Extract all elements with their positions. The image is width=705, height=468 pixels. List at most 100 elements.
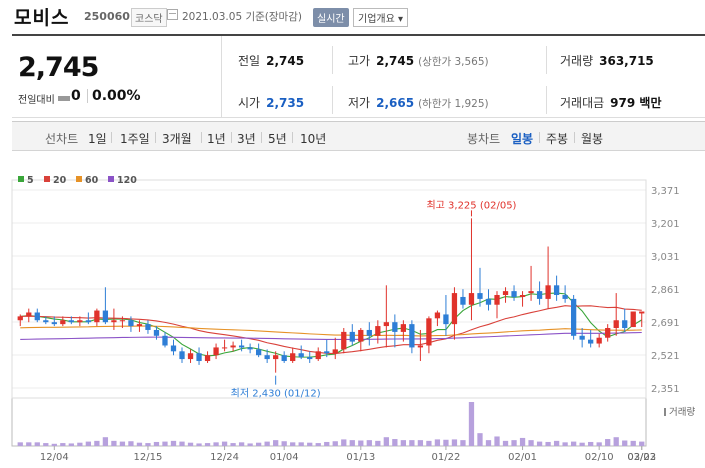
candle-body bbox=[247, 347, 253, 350]
high-annotation: 최고 3,225 (02/05) bbox=[426, 199, 516, 211]
volume-bar bbox=[273, 440, 279, 446]
candle-body bbox=[477, 293, 483, 299]
company-overview-dropdown[interactable]: 기업개요 ▾ bbox=[353, 8, 408, 27]
stock-code: 250060 bbox=[84, 10, 130, 23]
candle-body bbox=[460, 296, 466, 305]
candle-body bbox=[605, 328, 611, 338]
volume-bar bbox=[145, 443, 151, 446]
volume-bar bbox=[298, 442, 304, 446]
candle-body bbox=[400, 324, 407, 332]
candle-body bbox=[468, 293, 475, 305]
y-tick-label: 2,691 bbox=[651, 318, 680, 329]
volume-bar bbox=[579, 442, 585, 446]
prev-close-value: 2,745 bbox=[266, 54, 305, 68]
candle-body bbox=[630, 311, 636, 328]
volume-bar bbox=[307, 442, 313, 446]
volume-bar bbox=[426, 440, 432, 446]
candle-body bbox=[162, 335, 168, 346]
volume-bar bbox=[315, 443, 321, 446]
candle-body bbox=[255, 349, 262, 356]
candle-body bbox=[221, 347, 228, 349]
volume-bar bbox=[196, 443, 202, 446]
candle-body bbox=[417, 345, 424, 348]
tab-1day[interactable]: 1일 bbox=[88, 132, 107, 146]
x-tick-label: 01/22 bbox=[432, 452, 461, 463]
volume-bar bbox=[102, 437, 109, 446]
volume-bar bbox=[409, 440, 415, 446]
volume-bar bbox=[170, 440, 177, 446]
legend-swatch bbox=[44, 176, 50, 182]
open-value: 2,735 bbox=[266, 96, 305, 110]
realtime-button[interactable]: 실시간 bbox=[313, 8, 349, 27]
low-annotation: 최저 2,430 (01/12) bbox=[231, 388, 321, 400]
volume-bar bbox=[221, 441, 228, 446]
candle-body bbox=[119, 320, 126, 322]
change-percent: 0.00% bbox=[92, 88, 141, 104]
volume-value: 363,715 bbox=[599, 54, 654, 68]
tab-5years[interactable]: 5년 bbox=[268, 132, 287, 146]
tab-daily[interactable]: 일봉 bbox=[511, 132, 534, 146]
candle-body bbox=[315, 351, 321, 360]
x-tick-label: 03/02 bbox=[627, 452, 656, 463]
candle-body bbox=[60, 320, 66, 325]
candle-body bbox=[204, 355, 211, 362]
divider bbox=[292, 132, 293, 143]
candle-body bbox=[588, 339, 594, 344]
divider bbox=[87, 89, 88, 103]
candle-body bbox=[111, 320, 117, 323]
tab-1week[interactable]: 1주일 bbox=[120, 132, 150, 146]
candle-body bbox=[26, 312, 32, 317]
volume-bar bbox=[128, 441, 134, 446]
volume: 거래량 363,715 bbox=[560, 52, 654, 69]
low-price: 저가 2,665 (하한가 1,925) bbox=[348, 94, 489, 111]
y-tick-label: 2,861 bbox=[651, 285, 680, 296]
candle-body bbox=[622, 320, 628, 329]
legend-swatch bbox=[108, 176, 114, 182]
tab-3months[interactable]: 3개월 bbox=[162, 132, 192, 146]
change-value: 0 bbox=[71, 88, 81, 104]
tab-monthly[interactable]: 월봉 bbox=[581, 132, 604, 146]
volume-bar bbox=[613, 437, 619, 446]
low-label: 저가 bbox=[348, 96, 371, 110]
candle-body bbox=[383, 322, 389, 327]
volume-bar bbox=[605, 439, 611, 446]
volume-bar bbox=[519, 437, 526, 446]
candle-body bbox=[51, 322, 57, 325]
candle-body bbox=[273, 355, 279, 360]
divider bbox=[155, 132, 156, 143]
volume-bar bbox=[468, 402, 475, 446]
candle-body bbox=[179, 351, 185, 360]
upper-limit: (상한가 3,565) bbox=[418, 56, 489, 68]
divider bbox=[201, 132, 202, 143]
candle-body bbox=[324, 351, 330, 354]
current-price-panel: 2,745 전일대비 0 0.00% bbox=[12, 36, 222, 118]
divider bbox=[231, 132, 232, 143]
tab-10years[interactable]: 10년 bbox=[300, 132, 327, 146]
candle-body bbox=[153, 329, 160, 336]
candle-body bbox=[77, 320, 83, 323]
tab-3years[interactable]: 3년 bbox=[237, 132, 256, 146]
candle-body bbox=[570, 298, 577, 336]
volume-bar bbox=[349, 440, 355, 446]
moving-average-line-20 bbox=[20, 305, 642, 355]
divider bbox=[261, 132, 262, 143]
tab-1year[interactable]: 1년 bbox=[207, 132, 226, 146]
candlestick-chart[interactable]: 3,371 3,201 3,031 2,861 2,691 2,521 2,351 5 20 60… bbox=[0, 150, 705, 468]
base-date: 2021.03.05 기준(장마감) bbox=[182, 11, 302, 23]
volume-bar bbox=[51, 443, 57, 446]
tab-weekly[interactable]: 주봉 bbox=[546, 132, 569, 146]
volume-bar bbox=[43, 443, 49, 446]
legend-swatch bbox=[18, 176, 24, 182]
candle-body bbox=[85, 320, 92, 323]
volume-bar bbox=[417, 440, 424, 446]
volume-bar bbox=[485, 440, 492, 446]
candle-chart-label: 봉차트 bbox=[467, 132, 501, 146]
candle-body bbox=[128, 320, 134, 327]
open-price: 시가 2,735 bbox=[238, 94, 304, 111]
volume-bar bbox=[358, 440, 364, 446]
volume-bar bbox=[290, 442, 296, 446]
x-tick-label: 01/04 bbox=[270, 452, 299, 463]
candle-body bbox=[68, 320, 74, 323]
divider bbox=[111, 132, 112, 143]
candle-body bbox=[94, 310, 100, 323]
